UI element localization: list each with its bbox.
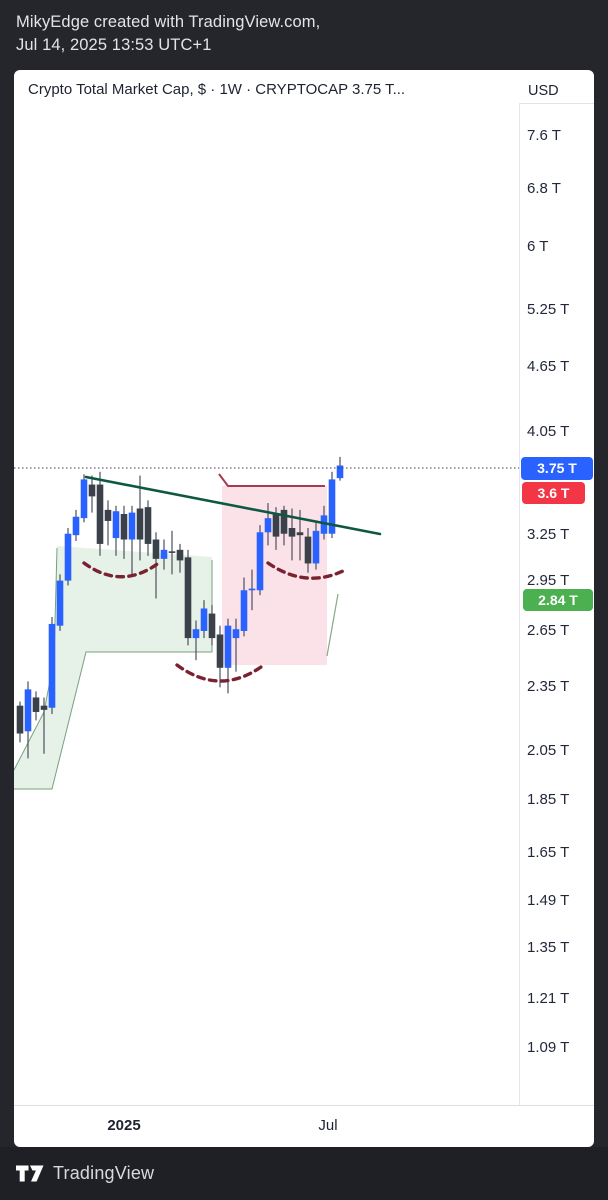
footer-bar: TradingView xyxy=(0,1147,608,1200)
axis-top-divider xyxy=(520,103,594,104)
price-axis-divider xyxy=(519,103,520,1105)
price-tick: 1.35 T xyxy=(527,938,570,956)
candle-down xyxy=(32,697,40,712)
price-tick: 4.05 T xyxy=(527,422,570,440)
candle-up xyxy=(24,689,32,732)
candle-up xyxy=(312,530,320,564)
chart-title: Crypto Total Market Cap, $ · 1W · CRYPTO… xyxy=(28,81,406,98)
candle-down xyxy=(16,705,24,734)
candle-down xyxy=(104,509,112,521)
time-axis-divider xyxy=(14,1105,594,1106)
candle-up xyxy=(160,549,168,559)
candle-down xyxy=(88,484,96,497)
candle-up xyxy=(248,588,256,591)
price-tick: 5.25 T xyxy=(527,301,570,319)
price-tick: 1.09 T xyxy=(527,1038,570,1056)
time-axis-label: Jul xyxy=(318,1117,338,1134)
price-tick: 4.65 T xyxy=(527,358,570,376)
candle-down xyxy=(184,557,192,639)
footer-brand-link[interactable]: TradingView xyxy=(53,1163,155,1183)
tradingview-logo-icon xyxy=(16,1165,44,1182)
chart-canvas xyxy=(14,456,519,790)
candle-up xyxy=(72,516,80,536)
candle-up xyxy=(328,479,336,534)
price-axis-currency: USD xyxy=(528,83,559,99)
price-tick: 2.35 T xyxy=(527,678,570,696)
chart-card: Crypto Total Market Cap, $ · 1W · CRYPTO… xyxy=(14,70,594,1147)
candle-up xyxy=(264,518,272,533)
price-badge-level-red: 3.6 T xyxy=(522,482,585,504)
candle-up xyxy=(224,625,232,668)
price-tick: 7.6 T xyxy=(527,127,561,145)
time-axis-label: 2025 xyxy=(107,1117,141,1134)
candle-up xyxy=(320,515,328,534)
price-tick: 1.85 T xyxy=(527,790,570,808)
resistance-line-red xyxy=(218,473,325,487)
price-badge-level-green: 2.84 T xyxy=(523,589,593,611)
price-badge-current-price: 3.75 T xyxy=(521,456,593,480)
support-zone-green xyxy=(14,546,212,789)
price-tick: 2.65 T xyxy=(527,621,570,639)
candle-up xyxy=(200,608,208,631)
candle-up xyxy=(256,532,264,591)
candle-down xyxy=(152,539,160,559)
candle-down xyxy=(296,532,304,536)
price-tick: 3.25 T xyxy=(527,526,570,544)
candle-down xyxy=(272,513,280,537)
candle-up xyxy=(192,629,200,639)
candle-up xyxy=(112,511,120,539)
candle-down xyxy=(96,484,104,544)
price-tick: 1.65 T xyxy=(527,844,570,862)
mini-trendline xyxy=(326,593,339,657)
candle-up xyxy=(232,629,240,639)
candle-down xyxy=(168,551,176,553)
candle-down xyxy=(304,536,312,564)
candle-down xyxy=(280,509,288,534)
price-tick: 1.49 T xyxy=(527,892,570,910)
candle-down xyxy=(144,507,152,544)
banner-line-1: MikyEdge created with TradingView.com, xyxy=(16,13,321,31)
candle-down xyxy=(120,513,128,540)
candle-up xyxy=(80,479,88,519)
accumulation-arc xyxy=(82,560,162,579)
candle-down xyxy=(136,508,144,540)
candle-up xyxy=(64,533,72,581)
price-tick: 2.05 T xyxy=(527,742,570,760)
candle-down xyxy=(216,634,224,668)
banner-line-2: Jul 14, 2025 13:53 UTC+1 xyxy=(16,36,212,54)
candle-up xyxy=(128,512,136,540)
candle-down xyxy=(40,705,48,710)
accumulation-arc xyxy=(266,561,349,580)
candle-up xyxy=(56,580,64,626)
descending-trendline xyxy=(84,475,382,536)
candle-down xyxy=(176,549,184,561)
price-tick: 1.21 T xyxy=(527,989,570,1007)
candle-up xyxy=(240,590,248,631)
candle-up xyxy=(48,623,56,708)
candle-down xyxy=(208,613,216,639)
share-banner: MikyEdge created with TradingView.com, J… xyxy=(0,0,608,70)
price-tick: 6 T xyxy=(527,238,549,256)
candle-down xyxy=(288,528,296,537)
candle-up xyxy=(336,465,344,479)
price-tick: 2.95 T xyxy=(527,571,570,589)
price-tick: 6.8 T xyxy=(527,179,561,197)
